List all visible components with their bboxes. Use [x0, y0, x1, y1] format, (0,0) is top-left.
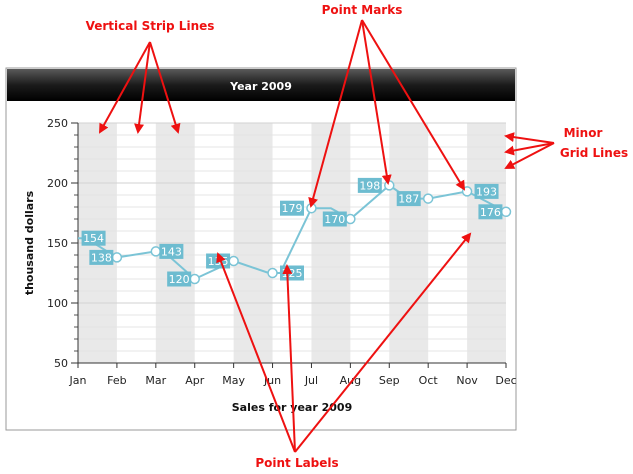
point-marker-7 [384, 180, 395, 191]
point-label-text: 198 [359, 179, 380, 192]
point-label-138: 138 [89, 249, 114, 265]
point-label-text: 176 [480, 206, 501, 219]
point-marker-0 [111, 252, 123, 263]
x-tick-label-mar: Mar [145, 374, 166, 387]
point-label-187: 187 [396, 191, 421, 207]
arrow-mark-3 [361, 19, 466, 191]
point-labels: 154 138 143 120 135 125 179 170 198 187 193 176 [81, 177, 503, 287]
x-tick-label-dec: Dec [495, 374, 516, 387]
title-bar [7, 69, 515, 101]
arrow-label-2 [282, 264, 296, 453]
point-label-text: 170 [324, 213, 345, 226]
chart-title: Year 2009 [229, 80, 292, 93]
x-tick-label-may: May [222, 374, 245, 387]
point-label-box [322, 211, 347, 227]
annotation-point-labels: Point Labels [255, 456, 338, 470]
point-label-box [167, 271, 192, 287]
point-label-179: 179 [280, 200, 304, 216]
point-label-120: 120 [167, 271, 192, 287]
point-marker-3 [228, 255, 239, 267]
arrow-strip-2 [134, 41, 151, 134]
annotation-vertical-strip-lines: Vertical Strip Lines [86, 19, 215, 33]
x-axis-title: Sales for year 2009 [232, 401, 352, 414]
point-label-text: 187 [398, 193, 419, 206]
point-label-text: 143 [161, 245, 182, 258]
x-tick-label-jul: Jul [304, 374, 318, 387]
arrow-grid-3 [504, 142, 555, 169]
point-label-box [81, 230, 106, 246]
x-tick-label-oct: Oct [419, 374, 439, 387]
x-tick-label-feb: Feb [107, 374, 126, 387]
point-marker-1 [150, 246, 162, 257]
annotation-point-marks: Point Marks [322, 3, 403, 17]
point-label-box [280, 200, 304, 216]
point-marker-4 [267, 267, 278, 279]
point-label-176: 176 [478, 204, 503, 220]
point-label-text: 193 [476, 185, 497, 198]
arrow-strip-3 [149, 41, 181, 134]
arrow-label-1 [216, 252, 296, 453]
y-tick-label: 100 [47, 297, 68, 310]
point-label-125: 125 [280, 265, 304, 281]
point-label-box [396, 191, 421, 207]
y-tick-label: 200 [47, 177, 68, 190]
point-label-text: 138 [91, 251, 112, 264]
point-marker-6 [345, 213, 356, 225]
y-axis-ticks: 50 100 150 200 250 [47, 117, 78, 370]
point-label-text: 154 [83, 232, 104, 245]
x-tick-label-aug: Aug [340, 374, 361, 387]
point-label-box [474, 183, 499, 199]
point-label-box [478, 204, 503, 220]
point-label-text: 135 [208, 255, 229, 268]
x-tick-label-nov: Nov [456, 374, 478, 387]
point-label-154: 154 [81, 230, 106, 246]
point-label-198: 198 [357, 177, 382, 193]
point-label-193: 193 [474, 183, 499, 199]
annotation-minor: Minor [564, 126, 603, 140]
point-label-box [159, 243, 184, 259]
point-label-143: 143 [159, 243, 184, 259]
y-axis-title: thousand dollars [23, 190, 36, 295]
arrow-label-3 [294, 232, 472, 453]
point-marker-10 [500, 206, 512, 218]
y-tick-label: 150 [47, 237, 68, 250]
x-tick-label-sep: Sep [379, 374, 400, 387]
x-tick-label-apr: Apr [185, 374, 205, 387]
arrow-strip-1 [99, 41, 151, 134]
point-marker-2 [189, 273, 200, 285]
point-label-170: 170 [322, 211, 347, 227]
arrow-mark-1 [308, 19, 363, 208]
y-tick-label: 50 [54, 357, 68, 370]
arrow-grid-2 [504, 142, 555, 156]
point-label-text: 125 [282, 267, 303, 280]
point-marker-8 [422, 193, 434, 204]
annotation-grid-lines: Grid Lines [560, 146, 628, 160]
point-label-text: 179 [282, 202, 303, 215]
x-tick-label-jan: Jan [69, 374, 87, 387]
point-label-text: 120 [169, 273, 190, 286]
point-label-box [357, 177, 382, 193]
arrow-grid-1 [504, 132, 555, 144]
point-label-box [89, 249, 114, 265]
y-tick-label: 250 [47, 117, 68, 130]
arrow-mark-2 [361, 19, 392, 185]
annotations: Vertical Strip Lines Point Marks Minor G… [86, 3, 629, 470]
